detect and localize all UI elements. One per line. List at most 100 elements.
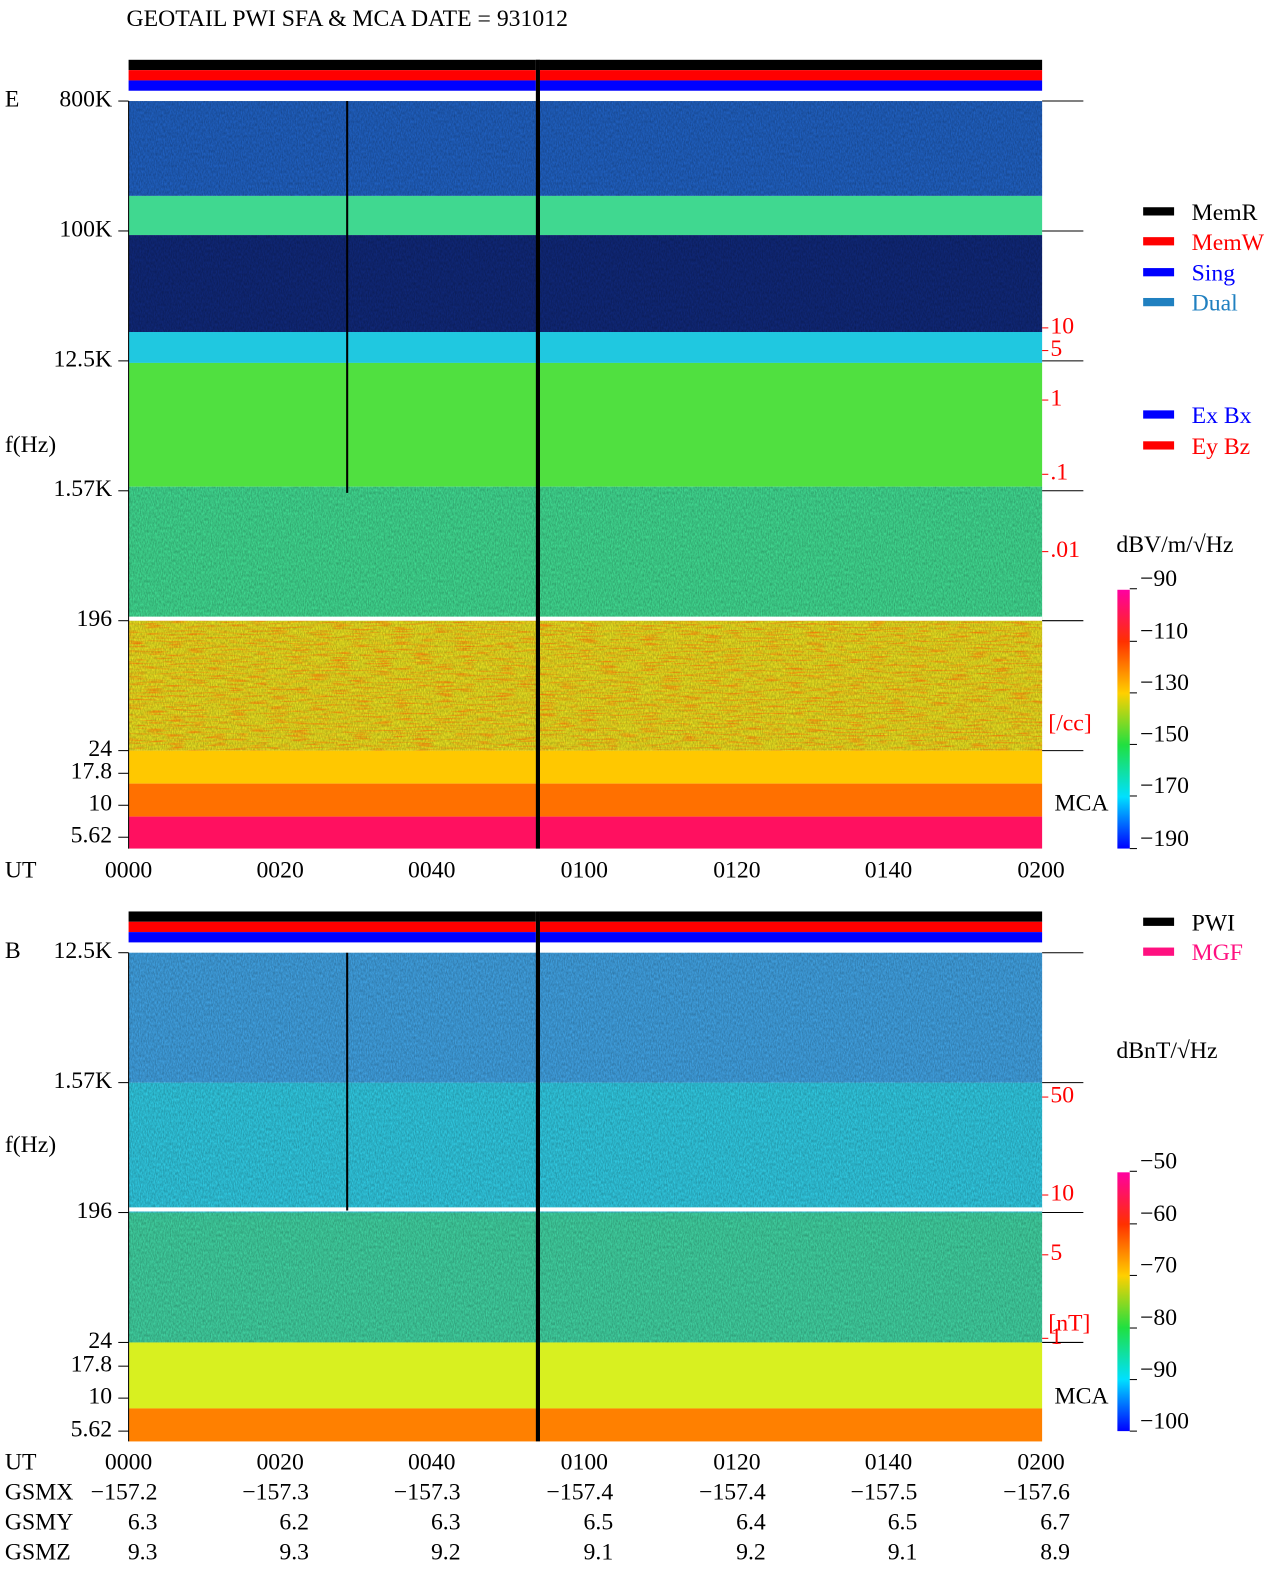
time-tick-label: 0020 <box>256 858 303 884</box>
orbit-value: 6.7 <box>1040 1509 1070 1535</box>
spectrum-noise <box>128 235 1043 333</box>
legend-label: Dual <box>1192 291 1238 317</box>
legend-label: PWI <box>1192 910 1236 936</box>
y-tick-label: 10 <box>88 791 112 817</box>
legend-swatch <box>1143 237 1175 246</box>
y-tick-label: 5.62 <box>71 1417 112 1443</box>
time-tick-label: 0120 <box>713 1450 760 1476</box>
right-unit: [/cc] <box>1048 710 1091 736</box>
colorbar-tick-label: −80 <box>1140 1305 1177 1331</box>
orbit-value: 9.2 <box>431 1539 461 1565</box>
spectrum-band <box>128 783 1043 817</box>
time-tick-label: 0020 <box>256 1450 303 1476</box>
legend-label: Ey Bz <box>1192 434 1251 460</box>
mca-label: MCA <box>1054 791 1108 817</box>
legend-swatch <box>1143 947 1175 956</box>
time-tick-label: 0120 <box>713 858 760 884</box>
orbit-value: 8.9 <box>1040 1539 1070 1565</box>
legend-label: MemW <box>1192 230 1265 256</box>
colorbar-tick-label: −100 <box>1140 1408 1189 1434</box>
spectrum-band <box>128 362 1043 487</box>
spectrum-noise <box>128 952 1043 1343</box>
orbit-label: GSMY <box>5 1509 74 1535</box>
time-tick-label: 0040 <box>408 1450 455 1476</box>
y-tick-label: 17.8 <box>71 1352 112 1378</box>
colorbar-tick-label: −190 <box>1140 826 1189 852</box>
orbit-label: GSMZ <box>5 1539 71 1565</box>
orbit-value: 9.1 <box>888 1539 918 1565</box>
right-tick-label: 10 <box>1050 313 1074 339</box>
orbit-value: −157.2 <box>91 1479 158 1505</box>
y-axis-label: f(Hz) <box>5 1132 56 1158</box>
colorbar-tick-label: −50 <box>1140 1148 1177 1174</box>
y-tick-label: 100K <box>59 216 112 242</box>
colorbar-tick-label: −170 <box>1140 773 1189 799</box>
legend-swatch <box>1143 441 1175 450</box>
orbit-value: 9.1 <box>584 1539 614 1565</box>
status-bar <box>128 70 1043 81</box>
spectrum-band <box>128 750 1043 784</box>
legend-label: Sing <box>1192 261 1236 287</box>
time-tick-label: 0140 <box>865 858 912 884</box>
colorbar <box>1117 1172 1130 1432</box>
status-bar <box>128 59 1043 71</box>
orbit-value: 9.3 <box>279 1539 309 1565</box>
colorbar-unit: dBV/m/√Hz <box>1116 532 1233 558</box>
orbit-value: −157.3 <box>394 1479 461 1505</box>
y-tick-label: 196 <box>77 606 113 632</box>
orbit-value: 6.4 <box>736 1509 766 1535</box>
time-tick-label: 0100 <box>561 1450 608 1476</box>
time-tick-label: 0200 <box>1017 1450 1064 1476</box>
status-bar <box>128 911 1043 922</box>
y-tick-label: 1.57K <box>53 1068 112 1094</box>
panel-label: E <box>5 86 19 112</box>
title: GEOTAIL PWI SFA & MCA DATE = 931012 <box>127 6 568 32</box>
right-tick-label: 10 <box>1050 1180 1074 1206</box>
y-tick-label: 24 <box>88 1328 112 1354</box>
y-tick-label: 10 <box>88 1384 112 1410</box>
colorbar-tick-label: −110 <box>1140 619 1188 645</box>
orbit-value: −157.6 <box>1003 1479 1070 1505</box>
right-tick-label: 1 <box>1050 385 1062 411</box>
right-tick-label: .1 <box>1050 460 1068 486</box>
legend-swatch <box>1143 207 1175 216</box>
time-axis-label: UT <box>5 1450 37 1476</box>
orbit-value: 9.3 <box>128 1539 158 1565</box>
colorbar-tick-label: −60 <box>1140 1201 1177 1227</box>
spectrum-band <box>128 332 1043 363</box>
orbit-value: 6.3 <box>431 1509 461 1535</box>
time-tick-label: 0100 <box>561 858 608 884</box>
legend-swatch <box>1143 297 1175 307</box>
orbit-value: 6.5 <box>584 1509 614 1535</box>
colorbar-tick-label: −150 <box>1140 722 1189 748</box>
y-tick-label: 5.62 <box>71 823 112 849</box>
time-tick-label: 0200 <box>1017 858 1064 884</box>
legend-label: Ex Bx <box>1192 403 1252 429</box>
legend-swatch <box>1143 410 1175 419</box>
legend-label: MemR <box>1192 200 1258 226</box>
colorbar-tick-label: −90 <box>1140 1357 1177 1383</box>
orbit-label: GSMX <box>5 1479 74 1505</box>
right-tick-label: .01 <box>1050 537 1080 563</box>
colorbar <box>1117 589 1130 849</box>
y-tick-label: 196 <box>77 1198 113 1224</box>
orbit-value: 6.5 <box>888 1509 918 1535</box>
orbit-value: −157.5 <box>851 1479 918 1505</box>
legend-label: MGF <box>1192 940 1243 966</box>
spectrum-noise <box>128 101 1043 196</box>
spectrum-hot <box>128 618 1043 751</box>
time-tick-label: 0000 <box>105 858 152 884</box>
colorbar-unit: dBnT/√Hz <box>1116 1038 1217 1064</box>
colorbar-tick-label: −130 <box>1140 670 1189 696</box>
status-bar <box>128 932 1043 943</box>
time-tick-label: 0000 <box>105 1450 152 1476</box>
legend-swatch <box>1143 268 1175 277</box>
y-tick-label: 12.5K <box>53 346 112 372</box>
y-tick-label: 12.5K <box>53 938 112 964</box>
right-tick-label: 50 <box>1050 1082 1074 1108</box>
y-tick-label: 24 <box>88 736 112 762</box>
colorbar-tick-label: −90 <box>1140 566 1177 592</box>
orbit-value: −157.4 <box>546 1479 613 1505</box>
spectrum-band <box>128 195 1043 236</box>
